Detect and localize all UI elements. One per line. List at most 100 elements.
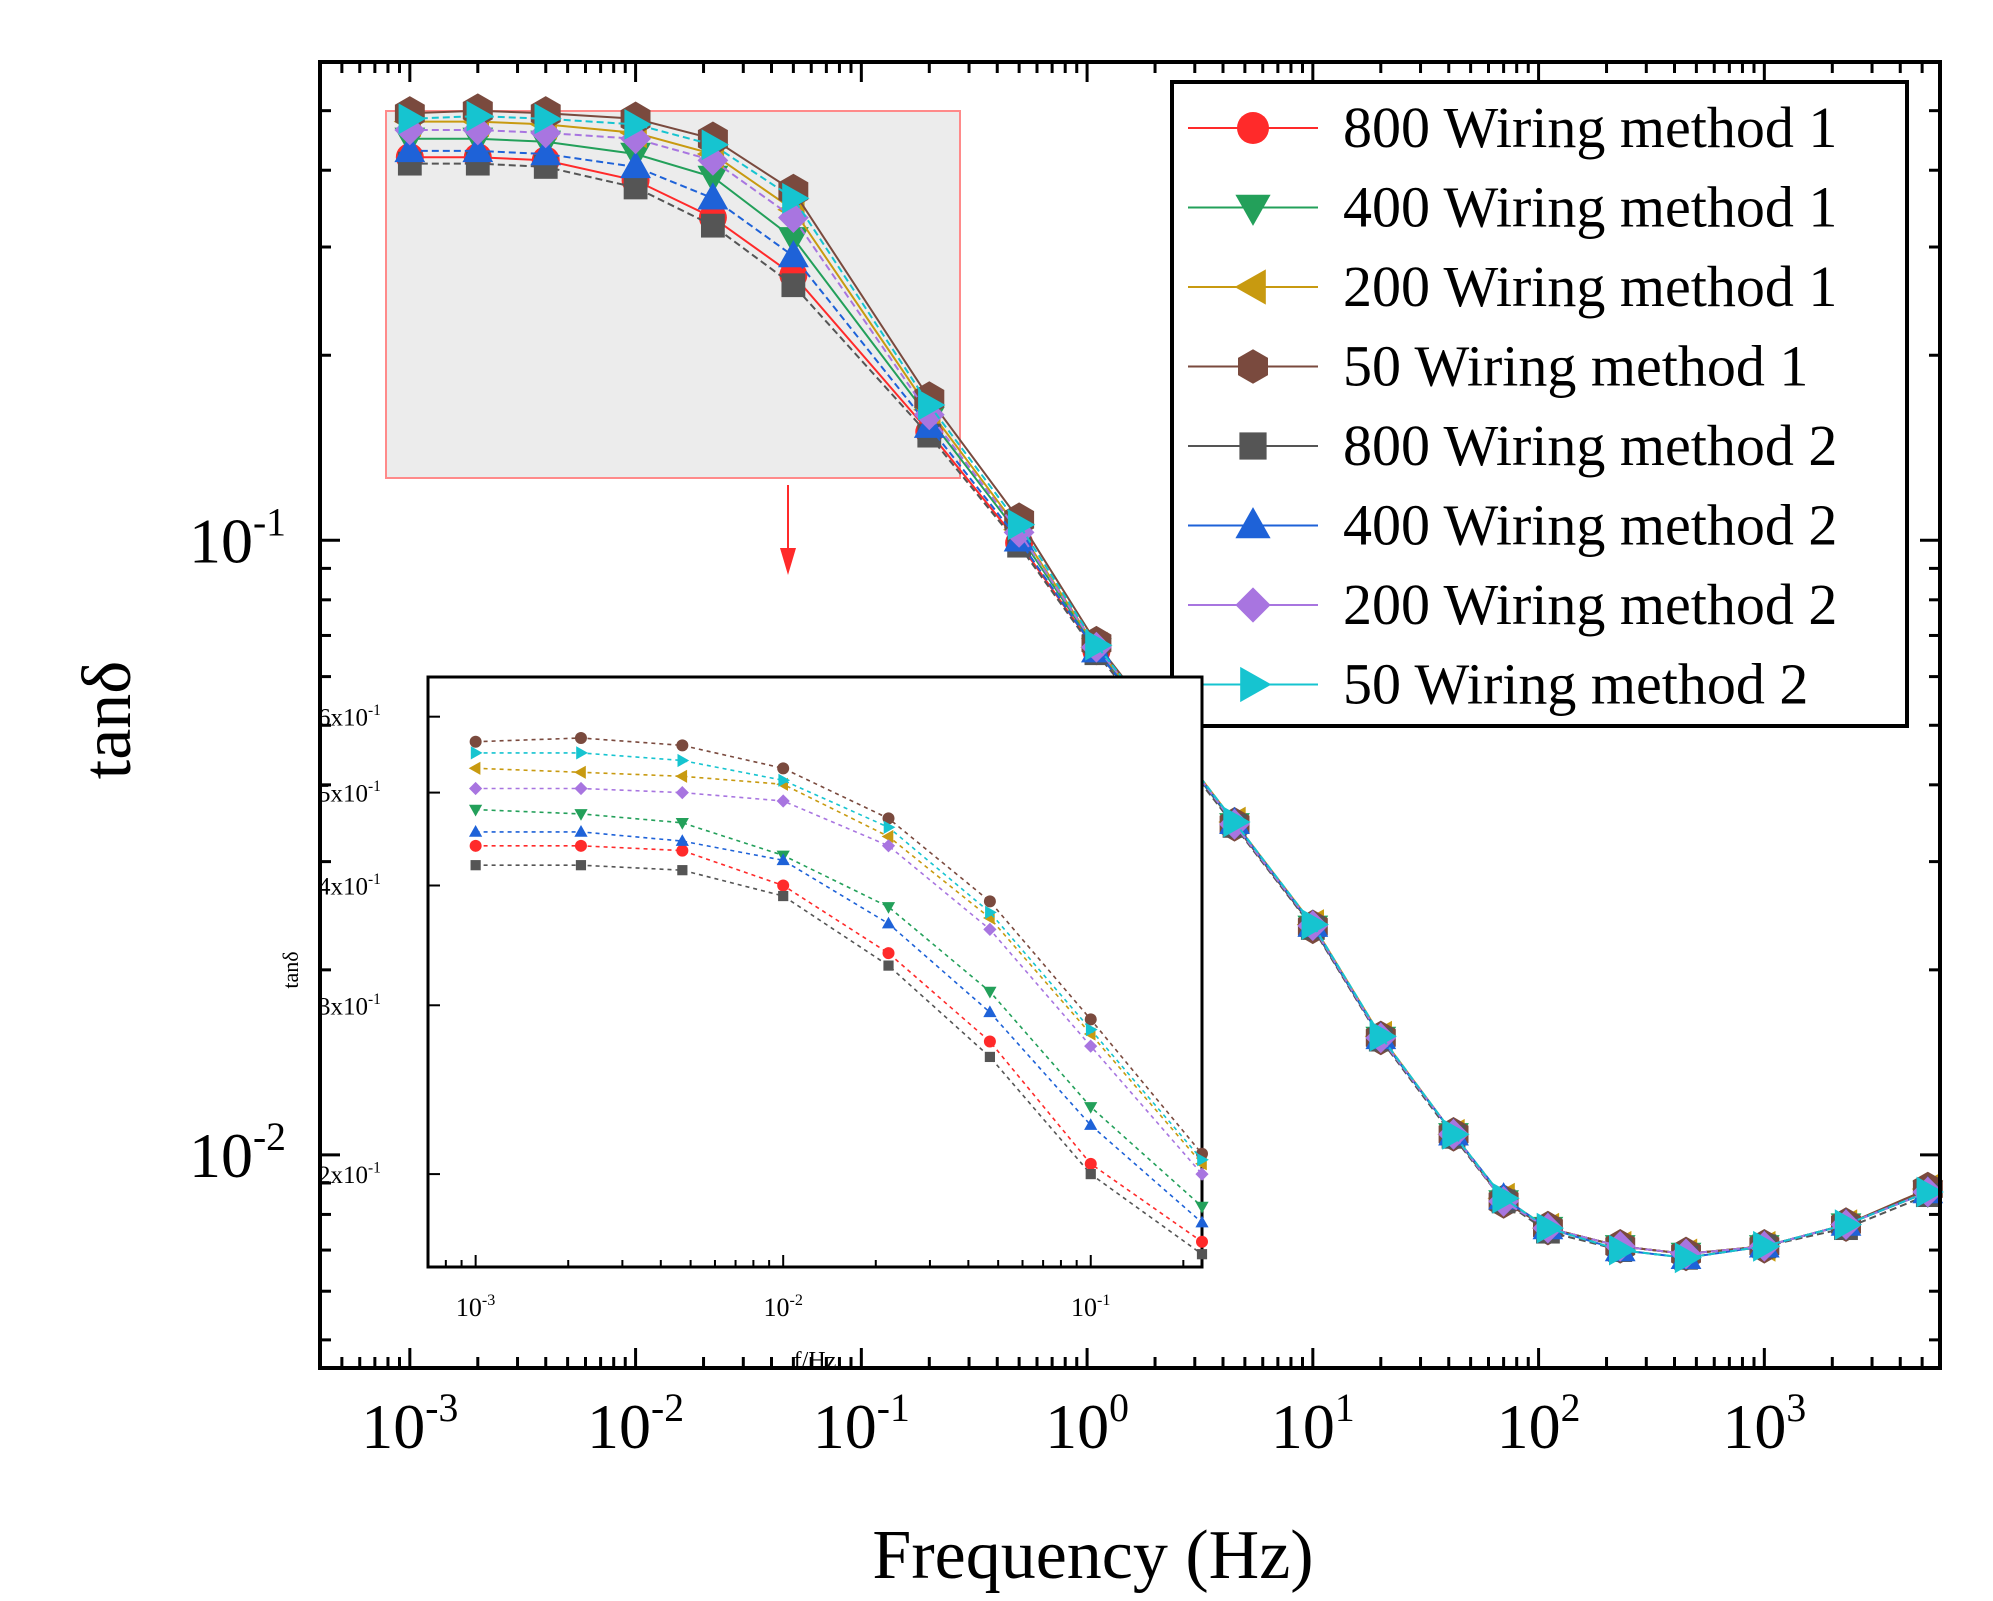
inset-series-group (468, 732, 1209, 1260)
inset-series (470, 860, 1208, 1260)
inset-data-point (1196, 1235, 1208, 1248)
inset-data-point (469, 825, 483, 837)
inset-data-point (983, 1005, 997, 1018)
main-data-point (534, 103, 562, 135)
inset-data-point (983, 1035, 996, 1048)
main-data-point (1834, 1209, 1863, 1240)
main-data-point (466, 100, 494, 132)
main-data-point (623, 175, 648, 200)
main-series-group (393, 93, 1944, 1274)
inset-series (469, 732, 1208, 1160)
legend-entry: 200 Wiring method 1 (1188, 254, 1837, 319)
main-data-point (1609, 1234, 1637, 1266)
inset-data-point (469, 735, 482, 748)
inset-data-point (675, 818, 689, 830)
legend-marker (1239, 432, 1267, 460)
inset-data-point (574, 765, 586, 779)
inset-chart: 10-3 10-2 10-16x10-15x10-14x10-13x10-12x10… (278, 675, 1209, 1374)
legend-entry: 400 Wiring method 1 (1188, 175, 1837, 240)
inset-series-line (475, 831, 1203, 1224)
main-y-tick-label: 10-2 (189, 1115, 286, 1191)
inset-data-point (882, 947, 895, 960)
main-data-point (1007, 509, 1036, 541)
inset-data-point (983, 922, 997, 936)
inset-data-point (470, 860, 481, 871)
inset-series (470, 746, 1209, 1167)
main-x-tick-label: 101 (1271, 1386, 1355, 1462)
inset-data-point (778, 773, 791, 787)
inset-data-point (576, 746, 588, 760)
legend-label: 200 Wiring method 1 (1343, 254, 1837, 319)
legend-label: 800 Wiring method 1 (1343, 95, 1837, 160)
legend: 800 Wiring method 1 400 Wiring method 1 20… (1170, 80, 1909, 728)
inset-series-line (475, 845, 1203, 1243)
inset-axis-ticks (427, 715, 1185, 1267)
main-x-tick-label: 10-3 (361, 1386, 458, 1462)
legend-entry: 800 Wiring method 2 (1188, 413, 1837, 478)
inset-x-tick-label: 10-1 (1071, 1292, 1110, 1322)
main-data-point (778, 202, 809, 233)
legend-marker (1240, 666, 1272, 703)
inset-x-axis-label: f/Hz (794, 1348, 837, 1374)
inset-series-line (475, 752, 1203, 1161)
inset-y-tick-label: 2x10-1 (318, 1160, 381, 1190)
inset-data-point (676, 739, 689, 752)
main-y-tick-label: 10-1 (189, 500, 286, 576)
inset-series-line (475, 737, 1203, 1155)
main-data-point (1536, 1212, 1564, 1244)
inset-data-point (882, 812, 895, 825)
inset-data-point (677, 865, 688, 876)
main-series (398, 100, 1944, 1274)
main-data-point (700, 213, 725, 238)
inset-x-tick-label: 10-2 (763, 1292, 802, 1322)
inset-data-point (1195, 1215, 1209, 1228)
inset-data-point (574, 809, 588, 821)
legend-entry: 50 Wiring method 2 (1188, 652, 1808, 717)
inset-series-line (475, 787, 1203, 1175)
inset-data-point (1197, 1153, 1209, 1167)
inset-data-point (469, 839, 482, 852)
main-data-point (620, 150, 651, 179)
inset-data-point (881, 839, 896, 853)
inset-data-point (470, 746, 483, 760)
inset-data-point (1084, 1039, 1098, 1053)
main-data-point (782, 182, 810, 214)
inset-data-point (676, 844, 689, 857)
main-data-point (781, 273, 806, 298)
inset-data-point (1084, 1157, 1097, 1170)
inset-data-point (883, 960, 894, 971)
inset-data-point (574, 732, 587, 745)
inset-data-point (675, 834, 689, 846)
inset-data-point (881, 916, 896, 929)
main-data-point (918, 389, 946, 421)
legend-label: 50 Wiring method 1 (1343, 334, 1808, 399)
legend-label: 400 Wiring method 2 (1343, 493, 1837, 558)
inset-data-point (1084, 1013, 1097, 1026)
main-data-point (697, 165, 729, 194)
main-data-point (1916, 1176, 1944, 1208)
main-data-point (701, 129, 729, 161)
inset-data-point (983, 895, 996, 908)
legend-label: 400 Wiring method 1 (1343, 175, 1837, 240)
inset-data-point (1195, 1167, 1209, 1181)
main-data-point (1753, 1230, 1781, 1262)
inset-data-point (1085, 1023, 1098, 1037)
main-data-point (1492, 1182, 1520, 1214)
main-x-tick-label: 103 (1722, 1386, 1806, 1462)
inset-data-point (1085, 1168, 1096, 1180)
legend-entry: 800 Wiring method 1 (1188, 95, 1837, 160)
main-y-axis-label: tanδ (69, 661, 146, 780)
main-data-point (462, 134, 494, 163)
legend-marker (1235, 587, 1271, 623)
inset-data-point (1084, 1102, 1098, 1114)
inset-data-point (983, 986, 997, 999)
main-data-point (778, 240, 809, 268)
legend-marker (1237, 112, 1269, 144)
legend-marker (1235, 507, 1271, 539)
legend-marker (1235, 194, 1271, 226)
inset-data-point (574, 825, 588, 837)
inset-data-point (777, 879, 790, 892)
inset-data-point (776, 853, 790, 866)
main-data-point (1085, 629, 1113, 661)
